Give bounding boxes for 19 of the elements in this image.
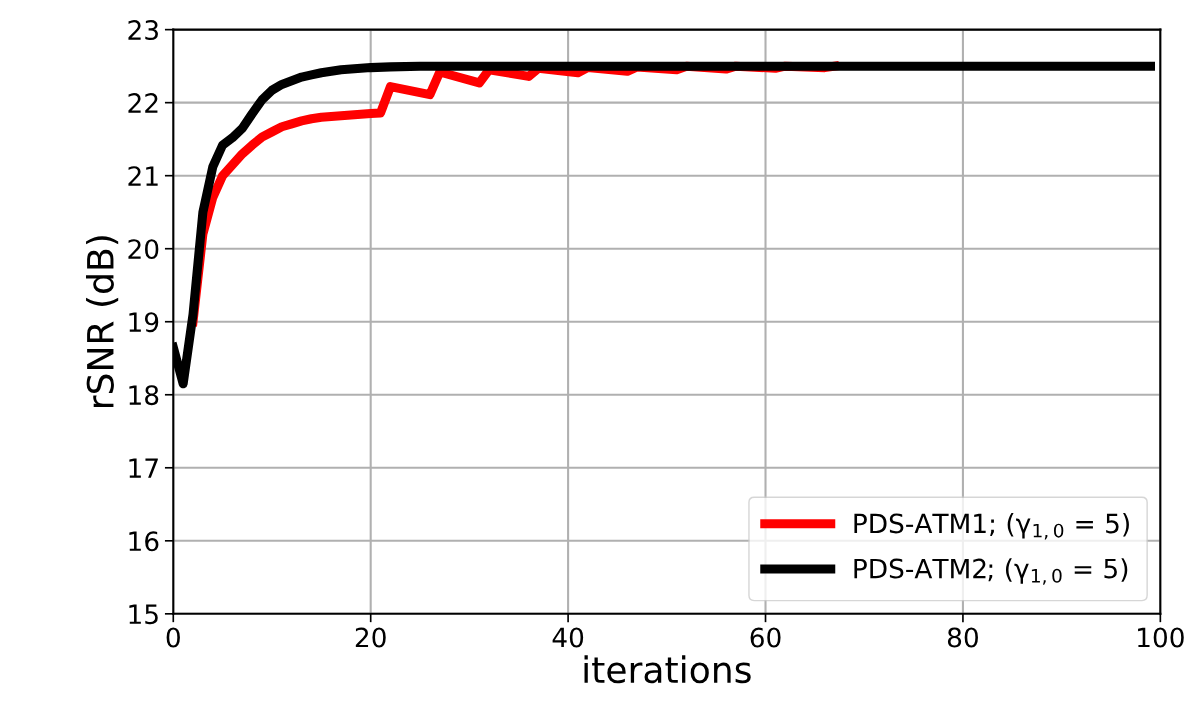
legend-label: PDS-ATM2; (γ$_{1,0}$ = 5) bbox=[854, 558, 1128, 585]
y-tick-label: 21 bbox=[128, 166, 158, 186]
y-tick-label: 20 bbox=[128, 239, 159, 260]
x-tick-label: 80 bbox=[947, 627, 978, 648]
y-tick-label: 17 bbox=[129, 458, 158, 478]
y-tick-label: 18 bbox=[129, 385, 159, 406]
legend-label: PDS-ATM1; (γ$_{1,0}$ = 5) bbox=[854, 513, 1129, 540]
x-tick-label: 100 bbox=[1138, 627, 1184, 648]
y-tick-label: 19 bbox=[129, 312, 159, 333]
y-tick-label: 16 bbox=[129, 531, 159, 552]
y-tick-label: 22 bbox=[128, 93, 158, 113]
x-axis-title: iterations bbox=[584, 655, 751, 684]
x-tick-label: 40 bbox=[552, 627, 584, 648]
y-tick-label: 15 bbox=[129, 604, 158, 625]
x-tick-label: 0 bbox=[166, 627, 180, 648]
x-tick-label: 60 bbox=[750, 627, 781, 648]
y-tick-label: 23 bbox=[128, 20, 158, 41]
y-axis-title: rSNR (dB) bbox=[86, 236, 119, 408]
x-tick-label: 20 bbox=[355, 627, 386, 648]
